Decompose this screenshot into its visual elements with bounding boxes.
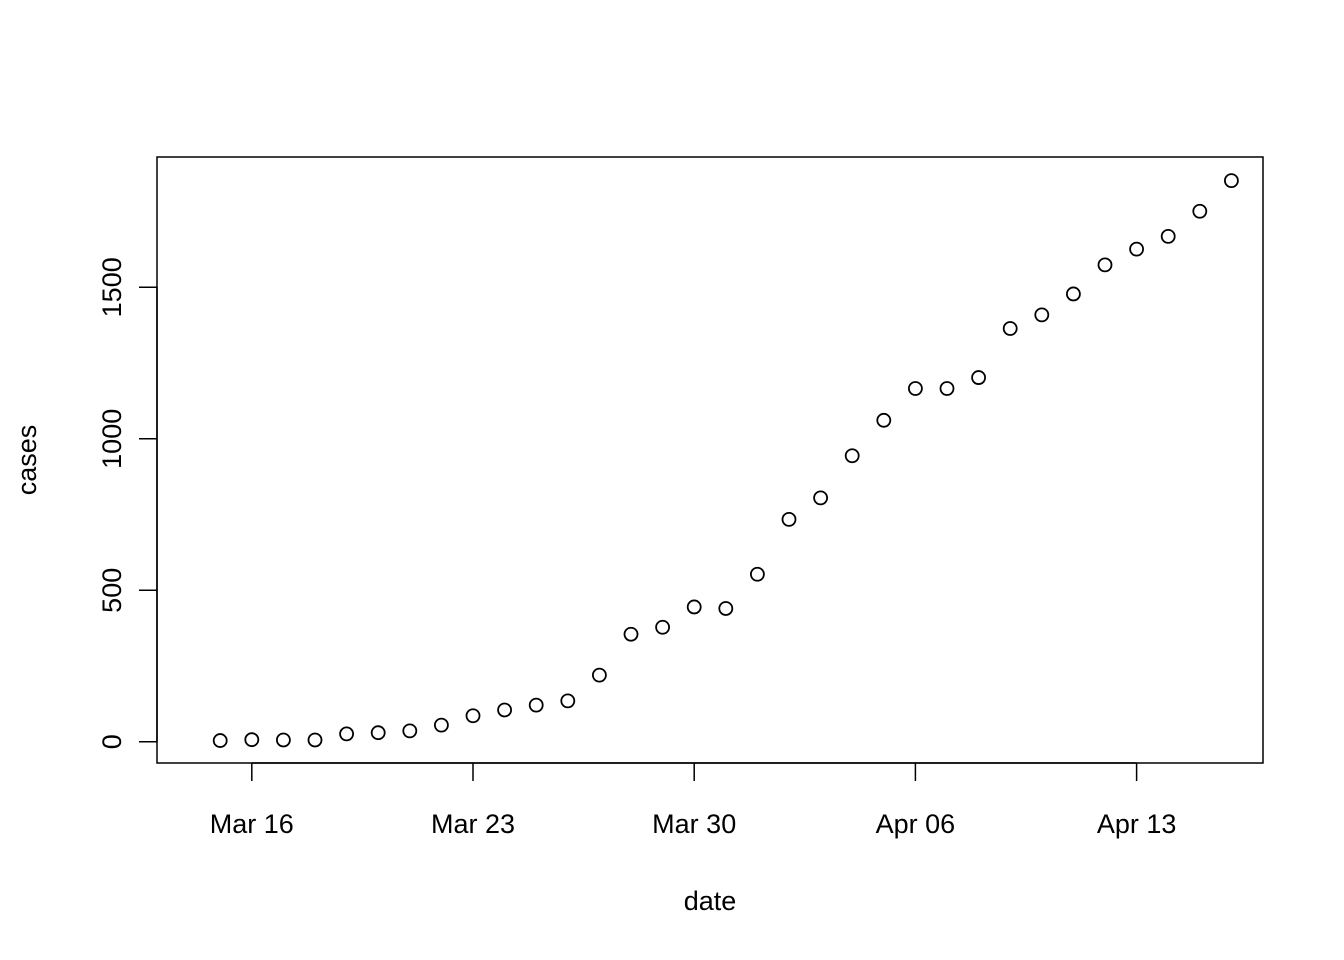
data-point (876, 412, 892, 428)
x-axis-label: date (684, 886, 737, 916)
x-axis: Mar 16 Mar 23 Mar 30 Apr 06 Apr 13 (210, 762, 1177, 839)
y-tick-label: 0 (97, 734, 127, 749)
data-point (844, 448, 860, 464)
data-point (212, 733, 228, 748)
data-point (686, 599, 702, 615)
data-point (655, 619, 670, 635)
data-point (1129, 241, 1144, 257)
data-point (750, 566, 765, 582)
x-tick-label: Apr 13 (1097, 809, 1177, 839)
x-tick-label: Mar 16 (210, 809, 294, 839)
y-tick-label: 1500 (97, 257, 127, 317)
data-point (497, 702, 513, 718)
data-point (307, 732, 323, 748)
y-tick-label: 500 (97, 568, 127, 613)
data-point (592, 667, 607, 683)
data-point (813, 490, 828, 506)
data-point (1002, 321, 1018, 336)
data-point (1192, 203, 1208, 219)
data-point (781, 511, 797, 527)
x-tick-label: Mar 23 (431, 809, 515, 839)
data-point (370, 725, 386, 741)
data-point (1160, 228, 1176, 244)
y-axis: 0 500 1000 1500 (97, 257, 158, 749)
y-axis-label: cases (12, 425, 42, 496)
x-tick-label: Apr 06 (876, 809, 956, 839)
data-point (1066, 286, 1081, 302)
data-point (939, 381, 955, 396)
data-point (465, 708, 481, 724)
plot-frame (156, 156, 1264, 764)
y-tick-label: 1000 (97, 409, 127, 469)
data-point (1097, 257, 1113, 273)
data-point (908, 381, 923, 396)
data-point (528, 697, 544, 713)
data-point (339, 726, 355, 742)
data-point (971, 370, 986, 385)
data-point (718, 601, 734, 616)
data-point (560, 693, 576, 709)
data-point (402, 723, 418, 739)
data-point (623, 626, 639, 642)
data-point (1224, 173, 1239, 189)
data-point (1034, 307, 1050, 323)
data-point (244, 732, 260, 748)
data-point (275, 732, 291, 748)
x-tick-label: Mar 30 (652, 809, 736, 839)
data-point (433, 717, 449, 733)
data-points (212, 173, 1239, 748)
